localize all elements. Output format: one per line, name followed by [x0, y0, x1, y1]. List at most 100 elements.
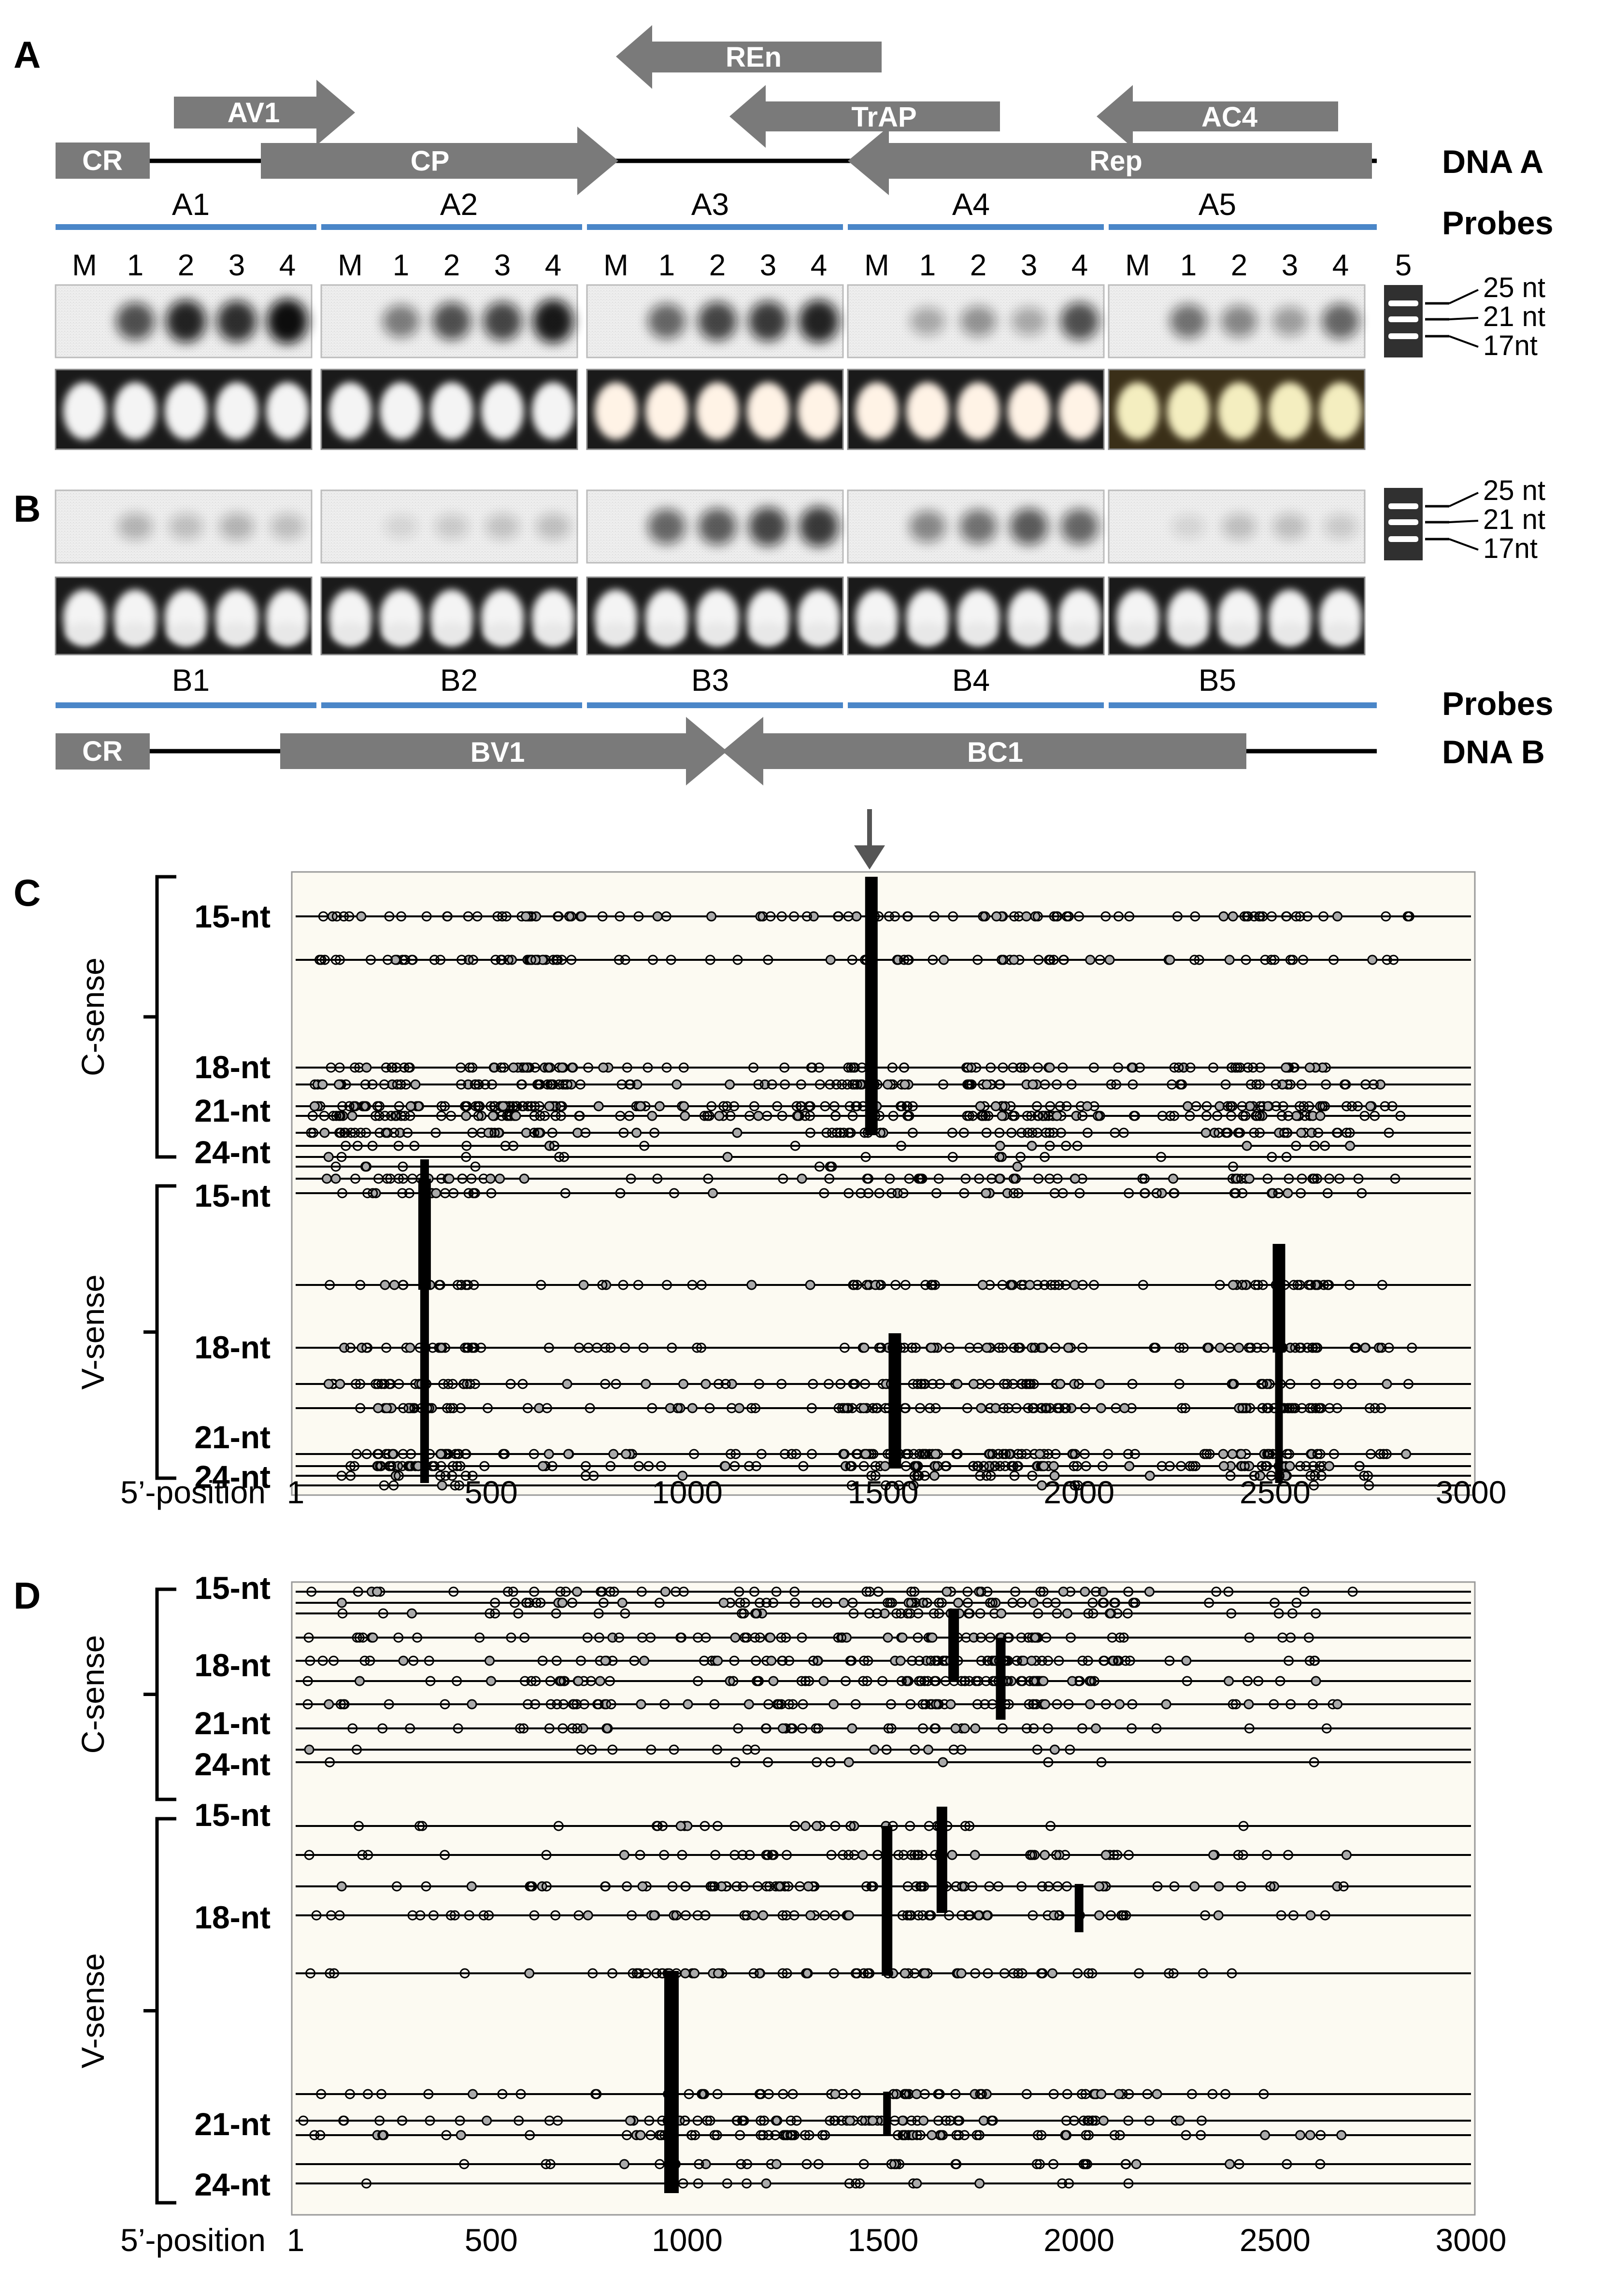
- srna-read: [1186, 2089, 1197, 2099]
- size-label: 18-nt: [194, 1647, 271, 1683]
- srna-read: [582, 1632, 593, 1643]
- srna-read: [424, 1655, 434, 1666]
- srna-read: [1123, 2115, 1134, 2126]
- rrna-b-4: [847, 576, 1105, 656]
- srna-read: [492, 911, 503, 922]
- srna-read: [1144, 1470, 1155, 1481]
- srna-read: [1382, 955, 1392, 965]
- srna-read: [1312, 1449, 1323, 1459]
- srna-read: [662, 1280, 672, 1290]
- srna-read: [363, 1850, 373, 1860]
- srna-read: [1354, 1461, 1365, 1471]
- srna-read: [399, 1062, 410, 1073]
- srna-read: [1194, 955, 1204, 965]
- srna-read: [982, 1079, 992, 1090]
- srna-read: [1168, 1968, 1179, 1979]
- srna-read: [445, 1910, 456, 1921]
- srna-read: [933, 1173, 944, 1184]
- srna-read: [1028, 1079, 1038, 1090]
- srna-read: [1089, 1676, 1099, 1686]
- srna-read: [1079, 1449, 1090, 1459]
- srna-read: [508, 1586, 518, 1597]
- srna-read: [1292, 1280, 1303, 1290]
- srna-read: [405, 1723, 415, 1734]
- srna-read: [906, 1910, 916, 1921]
- srna-read: [1211, 1586, 1222, 1597]
- srna-read: [352, 1632, 362, 1643]
- srna-read: [1095, 1111, 1105, 1121]
- srna-read: [1069, 2115, 1079, 2126]
- hotspot-bar: [1074, 1884, 1084, 1932]
- srna-read: [890, 1280, 901, 1290]
- size-label: 24-nt: [194, 1134, 271, 1170]
- srna-read: [791, 2115, 802, 2126]
- srna-read: [934, 1608, 944, 1619]
- srna-read: [869, 1744, 880, 1755]
- srna-read: [1303, 1632, 1314, 1643]
- srna-read: [1040, 1079, 1050, 1090]
- srna-read: [866, 1470, 877, 1481]
- gene-trap-label: TrAP: [851, 101, 916, 133]
- srna-read: [1096, 1757, 1107, 1768]
- srna-read: [1378, 1449, 1389, 1459]
- srna-read: [445, 1403, 456, 1413]
- srna-read: [1320, 1910, 1330, 1921]
- srna-read: [598, 1062, 609, 1073]
- srna-read: [1282, 2159, 1292, 2169]
- marker-a-17nt: 17nt: [1483, 330, 1538, 361]
- srna-read: [801, 911, 812, 922]
- srna-read: [626, 1173, 636, 1184]
- srna-map-c: 15-nt18-nt21-nt24-nt15-nt18-nt21-nt24-nt…: [75, 871, 1506, 1510]
- srna-read: [1083, 1655, 1093, 1666]
- srna-read: [319, 1111, 329, 1121]
- srna-read: [440, 1699, 450, 1710]
- srna-read: [625, 1079, 636, 1090]
- srna-read: [932, 1461, 943, 1471]
- srna-read: [1284, 1173, 1294, 1184]
- srna-read: [361, 1342, 372, 1353]
- srna-read: [444, 1173, 455, 1184]
- srna-read: [479, 1461, 490, 1471]
- srna-read: [902, 955, 913, 965]
- srna-read: [535, 1111, 545, 1121]
- srna-read: [1123, 2178, 1134, 2189]
- hotspot-bar: [1272, 1244, 1285, 1353]
- srna-read: [1196, 2130, 1206, 2140]
- srna-read: [953, 1597, 964, 1608]
- srna-read: [1032, 911, 1043, 922]
- srna-read: [915, 1173, 926, 1184]
- srna-read: [963, 1608, 974, 1619]
- srna-read: [485, 1173, 496, 1184]
- srna-read: [862, 1968, 873, 1979]
- srna-read: [1346, 1379, 1357, 1389]
- srna-read: [830, 1821, 841, 1831]
- srna-read: [1328, 955, 1339, 965]
- srna-read: [1281, 911, 1291, 922]
- gene-trap-arrow: [729, 85, 1000, 148]
- srna-read: [789, 1821, 800, 1831]
- srna-read: [909, 1586, 920, 1597]
- srna-read: [1032, 1111, 1043, 1121]
- srna-read: [1137, 1173, 1148, 1184]
- srna-read: [1349, 1342, 1360, 1353]
- lane-label: 1: [1180, 249, 1197, 282]
- srna-read: [1151, 1723, 1162, 1734]
- srna-read: [990, 1101, 1001, 1112]
- srna-read: [1169, 1062, 1180, 1073]
- srna-read: [1262, 1461, 1272, 1471]
- srna-read: [1025, 1280, 1035, 1290]
- srna-read: [379, 1480, 389, 1491]
- srna-read: [456, 1403, 466, 1413]
- srna-read: [700, 1379, 711, 1389]
- srna-read: [1297, 1403, 1307, 1413]
- srna-read: [1013, 1968, 1024, 1979]
- srna-read: [843, 1188, 854, 1198]
- srna-read: [845, 2115, 855, 2126]
- srna-read: [845, 1127, 856, 1138]
- srna-read: [950, 2089, 961, 2099]
- srna-read: [1308, 1699, 1318, 1710]
- srna-read: [350, 1173, 360, 1184]
- srna-read: [538, 1461, 548, 1471]
- srna-read: [545, 1699, 556, 1710]
